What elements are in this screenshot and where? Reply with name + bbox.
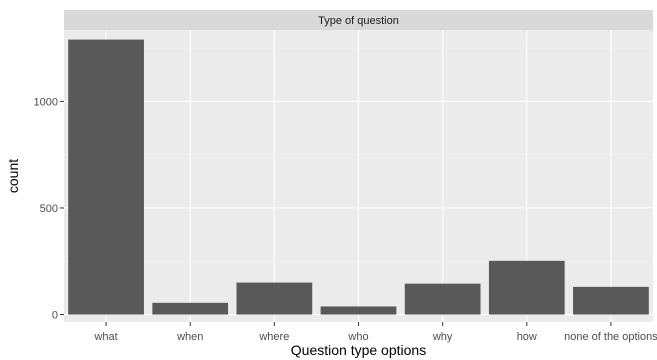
- x-tick-label: who: [347, 331, 368, 343]
- facet-strip: [64, 10, 653, 30]
- x-tick-label: how: [517, 331, 537, 343]
- x-tick-label: when: [176, 331, 203, 343]
- x-tick-label: what: [93, 331, 117, 343]
- y-tick-label: 0: [52, 310, 58, 322]
- x-tick-label: where: [258, 331, 289, 343]
- facet-label: Type of question: [318, 15, 399, 27]
- bar-what: [68, 39, 144, 315]
- bars: [68, 39, 649, 315]
- bar-where: [236, 282, 313, 315]
- x-axis-title: Question type options: [291, 342, 426, 358]
- y-tick-label: 500: [40, 203, 58, 215]
- bar-who: [320, 306, 397, 315]
- x-tick-label: none of the options: [564, 331, 657, 343]
- bar-when: [152, 302, 229, 315]
- bar-why: [404, 283, 481, 315]
- y-tick-label: 1000: [34, 96, 58, 108]
- bar-how: [488, 260, 565, 315]
- bar-none-of-the-options: [573, 286, 649, 315]
- y-axis-title: count: [5, 159, 21, 193]
- x-axis: what when where who why how none of the option…: [93, 322, 657, 343]
- x-tick-label: why: [432, 331, 453, 343]
- y-axis: 0 500 1000: [34, 96, 64, 322]
